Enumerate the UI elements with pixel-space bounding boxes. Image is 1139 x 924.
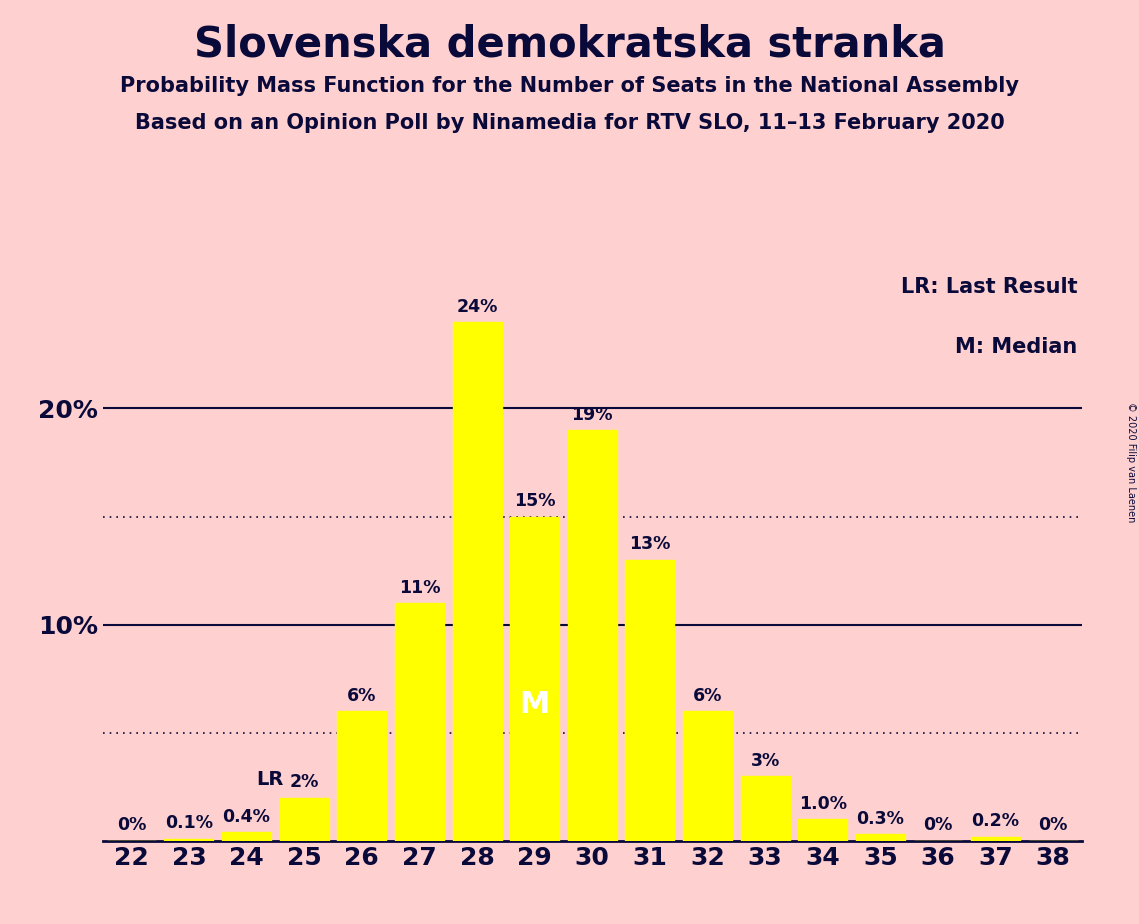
Text: 1.0%: 1.0% [798, 795, 846, 813]
Bar [683, 711, 732, 841]
Text: 0.1%: 0.1% [165, 814, 213, 833]
Bar [222, 833, 271, 841]
Bar [972, 836, 1021, 841]
Text: Probability Mass Function for the Number of Seats in the National Assembly: Probability Mass Function for the Number… [120, 76, 1019, 96]
Text: 13%: 13% [629, 535, 671, 553]
Bar [280, 797, 329, 841]
Text: 24%: 24% [457, 298, 498, 315]
Text: © 2020 Filip van Laenen: © 2020 Filip van Laenen [1126, 402, 1136, 522]
Bar [798, 820, 847, 841]
Text: 11%: 11% [399, 578, 440, 597]
Text: 0%: 0% [924, 817, 952, 834]
Text: 6%: 6% [347, 687, 377, 705]
Bar [740, 776, 789, 841]
Bar [164, 839, 213, 841]
Bar [337, 711, 386, 841]
Text: 0.4%: 0.4% [222, 808, 270, 826]
Text: M: M [519, 690, 550, 719]
Text: 0%: 0% [116, 817, 146, 834]
Bar [855, 834, 904, 841]
Text: 6%: 6% [693, 687, 722, 705]
Bar [625, 560, 674, 841]
Text: M: Median: M: Median [954, 336, 1077, 357]
Bar [568, 430, 617, 841]
Bar [452, 322, 501, 841]
Text: 0%: 0% [1039, 817, 1068, 834]
Text: 0.3%: 0.3% [857, 809, 904, 828]
Bar [395, 603, 444, 841]
Bar [510, 517, 559, 841]
Text: 3%: 3% [751, 751, 780, 770]
Text: LR: Last Result: LR: Last Result [901, 276, 1077, 297]
Text: Slovenska demokratska stranka: Slovenska demokratska stranka [194, 23, 945, 65]
Text: 0.2%: 0.2% [972, 812, 1019, 830]
Text: LR: LR [256, 770, 284, 789]
Text: 15%: 15% [514, 492, 556, 510]
Text: Based on an Opinion Poll by Ninamedia for RTV SLO, 11–13 February 2020: Based on an Opinion Poll by Ninamedia fo… [134, 113, 1005, 133]
Text: 2%: 2% [289, 773, 319, 791]
Text: 19%: 19% [572, 406, 613, 423]
